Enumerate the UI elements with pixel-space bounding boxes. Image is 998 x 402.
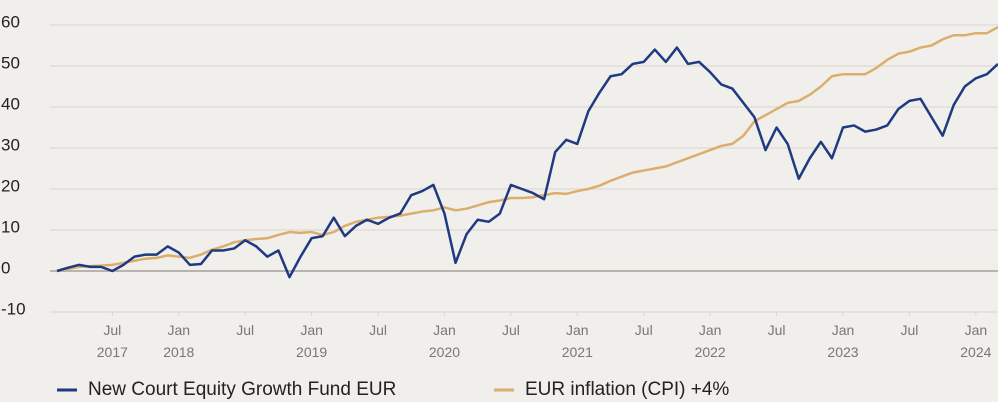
x-tick-label: Jan 2018	[163, 322, 194, 360]
y-tick-label: 50	[1, 53, 20, 72]
x-tick-label: Jul	[369, 322, 387, 338]
y-tick-label: 60	[1, 12, 20, 31]
legend-label: New Court Equity Growth Fund EUR	[88, 379, 396, 400]
x-tick-label: Jan 2020	[429, 322, 460, 360]
x-tick-label: Jul	[768, 322, 786, 338]
legend-item: EUR inflation (CPI) +4%	[494, 379, 729, 400]
y-tick-label: 0	[1, 258, 10, 277]
x-tick-label: Jan 2019	[296, 322, 327, 360]
x-tick-label: Jan 2022	[695, 322, 726, 360]
y-tick-label: 40	[1, 94, 20, 113]
legend-item: New Court Equity Growth Fund EUR	[57, 379, 396, 400]
x-tick-label: Jul	[635, 322, 653, 338]
y-tick-label: 20	[1, 176, 20, 195]
legend-label: EUR inflation (CPI) +4%	[525, 379, 729, 400]
series-line	[56, 25, 998, 273]
x-tick-label: Jan 2024	[960, 322, 991, 360]
y-tick-label: -10	[1, 299, 26, 318]
x-tick-label: Jul	[236, 322, 254, 338]
x-tick-label: Jul 2017	[97, 322, 128, 360]
y-tick-label: 10	[1, 217, 20, 236]
series-line	[56, 46, 998, 279]
x-tick-label: Jan 2021	[562, 322, 593, 360]
y-tick-label: 30	[1, 135, 20, 154]
x-tick-label: Jul	[502, 322, 520, 338]
x-tick-label: Jan 2023	[827, 322, 858, 360]
x-tick-label: Jul	[900, 322, 918, 338]
